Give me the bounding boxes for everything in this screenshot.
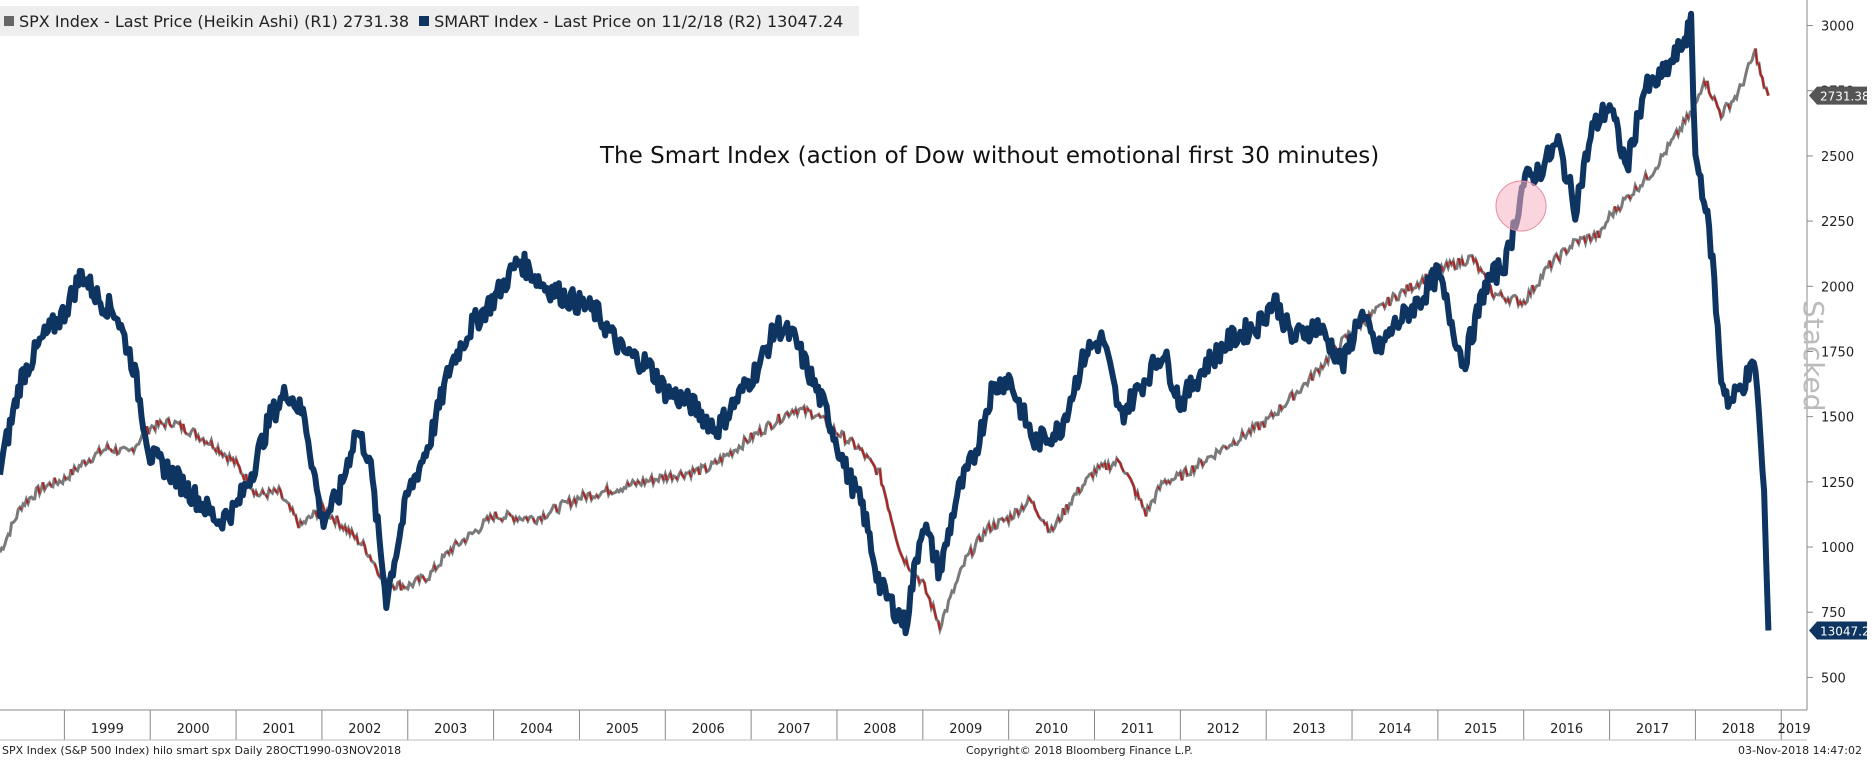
x-tick-label-9: 2008: [863, 722, 896, 737]
x-tick-label-2: 2001: [262, 722, 295, 737]
legend-item-smart[interactable]: SMART Index - Last Price on 11/2/18 (R2)…: [419, 12, 843, 31]
legend-swatch-spx: [4, 16, 14, 26]
x-tick-label-14: 2013: [1293, 722, 1326, 737]
x-tick-label-8: 2007: [778, 722, 811, 737]
x-tick-label-17: 2016: [1550, 722, 1583, 737]
value-tag-0: 2731.38: [1809, 86, 1870, 105]
series-smart-line: [0, 10, 1772, 637]
y-tick-label-3: 1250: [1821, 476, 1854, 491]
footer-center: Copyright© 2018 Bloomberg Finance L.P.: [966, 744, 1193, 757]
y-tick-label-1: 750: [1821, 606, 1846, 621]
x-tick-label-0: 1999: [91, 722, 124, 737]
series-spx-down-bars: [18, 48, 1770, 630]
x-tick-label-16: 2015: [1464, 722, 1497, 737]
x-tick-label-7: 2006: [692, 722, 725, 737]
x-tick-label-5: 2004: [520, 722, 553, 737]
value-tags: 2731.38 13047.24: [1809, 86, 1874, 640]
x-tick-label-12: 2011: [1121, 722, 1154, 737]
stacked-label: Stacked: [1797, 300, 1830, 412]
x-tick-label-1: 2000: [177, 722, 210, 737]
y-tick-label-0: 500: [1821, 671, 1846, 686]
x-tick-label-18: 2017: [1636, 722, 1669, 737]
x-tick-label-4: 2003: [434, 722, 467, 737]
footer-right: 03-Nov-2018 14:47:02: [1738, 744, 1863, 757]
value-tag-1: 13047.24: [1809, 621, 1874, 640]
legend-label-smart: SMART Index - Last Price on 11/2/18 (R2)…: [434, 11, 844, 31]
x-tick-label-20: 2019: [1778, 722, 1811, 737]
value-tag-bg: [1809, 621, 1867, 640]
y-tick-label-7: 2250: [1821, 215, 1854, 230]
y-tick-label-6: 2000: [1821, 280, 1854, 295]
footer-left: SPX Index (S&P 500 Index) hilo smart spx…: [2, 744, 402, 757]
value-tag-label: 2731.38: [1820, 90, 1870, 104]
chart-annotation: The Smart Index (action of Dow without e…: [600, 143, 1380, 169]
y-tick-label-8: 2500: [1821, 150, 1854, 165]
legend-label-spx: SPX Index - Last Price (Heikin Ashi) (R1…: [19, 11, 410, 31]
x-tick-label-11: 2010: [1035, 722, 1068, 737]
series-spx-line: [0, 48, 1770, 636]
x-tick-label-6: 2005: [606, 722, 639, 737]
value-tag-label: 13047.24: [1820, 624, 1874, 638]
series-layer: [0, 10, 1772, 637]
value-tag-bg: [1809, 86, 1867, 105]
legend-item-spx[interactable]: SPX Index - Last Price (Heikin Ashi) (R1…: [4, 12, 409, 31]
y-tick-label-4: 1500: [1821, 411, 1854, 426]
y-tick-label-2: 1000: [1821, 541, 1854, 556]
legend: SPX Index - Last Price (Heikin Ashi) (R1…: [0, 6, 860, 36]
x-tick-label-19: 2018: [1722, 722, 1755, 737]
axes: 5007501000125015001750200022502500275030…: [0, 0, 1854, 741]
legend-swatch-smart: [419, 16, 430, 26]
x-tick-label-3: 2002: [348, 722, 381, 737]
highlight-circle: [1495, 180, 1547, 232]
y-tick-label-5: 1750: [1821, 345, 1854, 360]
x-tick-label-15: 2014: [1378, 722, 1411, 737]
y-tick-label-10: 3000: [1821, 20, 1854, 35]
x-tick-label-10: 2009: [949, 722, 982, 737]
x-tick-label-13: 2012: [1207, 722, 1240, 737]
